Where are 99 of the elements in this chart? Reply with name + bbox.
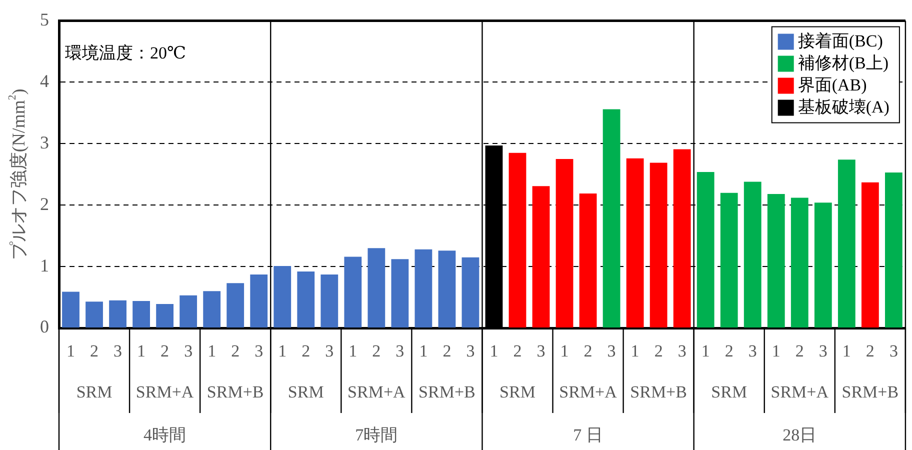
bar [462, 257, 480, 328]
bar [579, 193, 597, 328]
x-tick-label: 3 [466, 342, 475, 361]
bar [132, 300, 150, 328]
x-tick-label: 3 [114, 342, 122, 361]
bar [744, 182, 762, 328]
text: 7時間 [355, 425, 398, 444]
bar [250, 274, 268, 328]
bar [297, 271, 315, 328]
x-tick-label: 1 [701, 342, 710, 361]
x-tick-label: 1 [630, 342, 640, 361]
text: SRM+B [630, 382, 687, 402]
y-tick-label: 2 [40, 194, 49, 214]
x-tick-label: 1 [419, 342, 428, 361]
text: SRM [288, 382, 324, 402]
legend-label: 接着面(BC) [798, 31, 883, 50]
x-tick-label: 2 [724, 342, 734, 361]
bar [344, 256, 362, 328]
bar [790, 198, 808, 328]
x-tick-label: 3 [678, 342, 686, 361]
bar [203, 291, 221, 328]
x-tick-label: 2 [654, 342, 663, 361]
y-tick-label: 3 [40, 132, 49, 152]
x-tick-label: 1 [842, 342, 851, 361]
bar [696, 172, 714, 328]
bar [556, 159, 574, 328]
x-tick-label: 2 [513, 342, 522, 361]
text: SRM [76, 382, 112, 402]
x-tick-label: 2 [372, 342, 381, 361]
bar [861, 182, 879, 328]
legend-label: 界面(AB) [798, 75, 867, 94]
x-tick-label: 3 [536, 342, 546, 361]
x-tick-label: 2 [231, 342, 240, 361]
x-tick-label: 3 [325, 342, 334, 361]
text: SRM [500, 382, 536, 402]
y-tick-label: 1 [40, 255, 49, 276]
x-tick-label: 1 [208, 342, 216, 361]
legend-label: 基板破壊(A) [798, 97, 890, 116]
bar [320, 274, 338, 328]
text: 28日 [782, 425, 817, 444]
x-tick-label: 2 [795, 342, 804, 361]
bar [720, 192, 738, 328]
legend-label: 補修材(B上) [798, 53, 889, 72]
annotation: 環境温度：20℃ [65, 43, 186, 62]
x-tick-label: 1 [278, 342, 287, 361]
bar [274, 266, 292, 328]
bar [884, 172, 902, 328]
x-tick-label: 1 [348, 342, 358, 361]
text: SRM+B [842, 382, 899, 402]
bar [438, 250, 456, 328]
bar [814, 202, 832, 328]
bar [414, 249, 432, 328]
bar [532, 186, 550, 328]
x-tick-label: 1 [137, 342, 146, 361]
x-tick-label: 3 [818, 342, 828, 361]
bar [626, 158, 644, 328]
text: SRM [711, 382, 748, 402]
y-axis-title: プルオフ強度(N/mm2) [6, 88, 29, 260]
x-tick-label: 1 [490, 342, 498, 361]
x-tick-label: 2 [302, 342, 310, 361]
bar [180, 295, 198, 328]
x-tick-label: 3 [254, 342, 264, 361]
x-tick-label: 3 [748, 342, 757, 361]
text: SRM+A [348, 382, 406, 402]
x-tick-label: 2 [866, 342, 874, 361]
text: SRM+B [206, 382, 264, 402]
bar [391, 259, 409, 328]
bar [109, 300, 126, 328]
x-tick-label: 1 [560, 342, 569, 361]
y-tick-label: 5 [40, 10, 49, 30]
text: SRM+A [770, 382, 830, 402]
bar [838, 160, 856, 328]
x-tick-label: 3 [889, 342, 898, 361]
x-tick-label: 2 [584, 342, 592, 361]
x-tick-label: 3 [184, 342, 193, 361]
x-tick-label: 3 [396, 342, 404, 361]
text: 4時間 [144, 425, 186, 444]
x-tick-label: 3 [607, 342, 616, 361]
bar [86, 302, 103, 328]
bar [508, 152, 526, 328]
bar [368, 248, 386, 328]
x-tick-label: 1 [772, 342, 780, 361]
bar [767, 194, 785, 328]
bar [156, 304, 174, 328]
x-tick-label: 2 [90, 342, 99, 361]
x-tick-label: 2 [442, 342, 452, 361]
text: SRM+A [136, 382, 194, 402]
text: SRM+A [559, 382, 618, 402]
x-tick-label: 1 [66, 342, 76, 361]
x-tick-label: 2 [160, 342, 170, 361]
text: 7 日 [573, 425, 603, 444]
y-tick-label: 0 [40, 316, 49, 337]
bar [650, 162, 668, 328]
bar [62, 292, 80, 328]
y-tick-label: 4 [40, 70, 49, 91]
bar [602, 109, 620, 328]
bar [226, 283, 244, 328]
text: SRM+B [418, 382, 476, 402]
bar [673, 149, 691, 328]
